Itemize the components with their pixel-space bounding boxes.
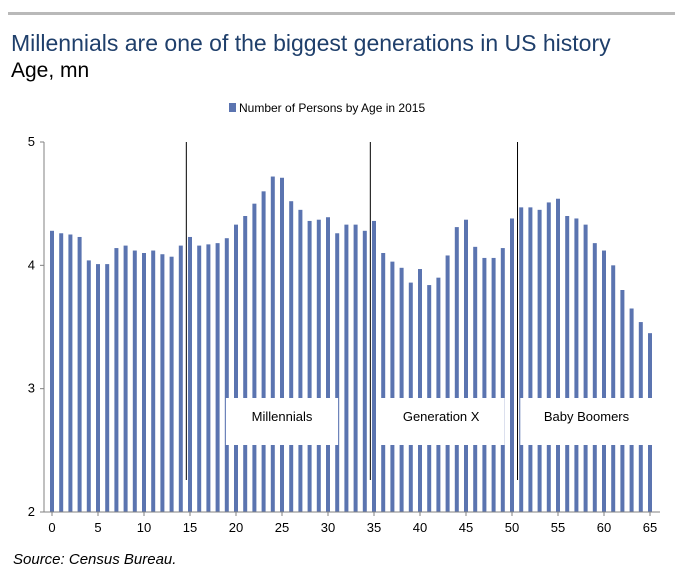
dividers-group <box>185 142 519 480</box>
bar <box>537 209 542 513</box>
annotation-box <box>225 398 339 445</box>
bar <box>335 233 340 512</box>
bar <box>546 202 551 512</box>
annotation-label: Baby Boomers <box>544 409 630 424</box>
bar <box>68 234 73 512</box>
chart-subtitle: Age, mn <box>11 59 90 82</box>
bar <box>132 250 137 513</box>
y-tick-label: 3 <box>28 381 35 396</box>
bar <box>105 264 110 512</box>
bar <box>464 219 468 512</box>
x-tick-label: 60 <box>597 520 611 535</box>
bar <box>142 253 146 512</box>
bar <box>252 203 257 512</box>
top-rule <box>8 12 675 15</box>
x-tick-label: 45 <box>459 520 473 535</box>
bar <box>243 216 248 512</box>
bar <box>261 191 266 513</box>
x-tick-label: 10 <box>137 520 151 535</box>
legend: Number of Persons by Age in 2015 <box>229 101 425 115</box>
bar <box>160 254 165 512</box>
bar <box>215 243 220 512</box>
annotation-label: Millennials <box>252 409 313 424</box>
legend-label: Number of Persons by Age in 2015 <box>239 101 425 115</box>
legend-swatch <box>229 103 236 112</box>
bar <box>123 245 128 512</box>
bar <box>519 207 524 512</box>
bar <box>381 253 386 512</box>
bar <box>491 257 496 512</box>
bar <box>418 269 422 512</box>
bar <box>316 219 321 512</box>
bars-group <box>50 176 652 513</box>
x-tick-label: 65 <box>643 520 657 535</box>
x-tick-label: 0 <box>48 520 55 535</box>
bar <box>602 250 606 513</box>
bar <box>114 248 119 513</box>
bar <box>151 250 156 513</box>
annotation-box <box>377 398 505 445</box>
x-tick-label: 40 <box>413 520 427 535</box>
bar <box>390 261 395 512</box>
bar <box>307 220 312 512</box>
bar <box>86 260 91 512</box>
chart-title: Millennials are one of the biggest gener… <box>11 30 611 56</box>
bar <box>234 224 238 512</box>
x-tick-label: 25 <box>275 520 289 535</box>
bar <box>298 209 303 513</box>
y-tick-label: 5 <box>28 134 35 149</box>
bar <box>59 233 64 512</box>
bar <box>510 218 514 512</box>
bar <box>50 230 54 513</box>
source-note: Source: Census Bureau. <box>13 551 177 568</box>
bar <box>206 244 211 512</box>
bar <box>353 224 358 512</box>
bar <box>224 238 229 512</box>
bar <box>178 245 183 512</box>
bar <box>188 236 192 512</box>
bar <box>528 207 533 512</box>
bar <box>565 216 570 512</box>
bar <box>574 218 579 512</box>
bar <box>169 256 174 512</box>
bar <box>500 248 505 513</box>
y-tick-label: 4 <box>28 257 35 272</box>
bar <box>399 267 404 512</box>
x-tick-label: 20 <box>229 520 243 535</box>
x-tick-label: 55 <box>551 520 565 535</box>
bar <box>473 246 478 513</box>
annotation-box <box>520 398 653 445</box>
bar <box>344 224 349 512</box>
bar <box>326 217 330 512</box>
bar <box>436 277 441 512</box>
bar <box>611 265 616 512</box>
bar <box>96 264 100 512</box>
bar <box>270 176 275 513</box>
bar <box>408 282 413 512</box>
bar <box>280 177 284 512</box>
bar <box>482 257 487 512</box>
y-tick-label: 2 <box>28 504 35 519</box>
annotation-label: Generation X <box>403 409 480 424</box>
x-tick-label: 30 <box>321 520 335 535</box>
bar <box>77 236 82 512</box>
bar <box>372 220 376 512</box>
bar <box>289 201 294 512</box>
x-tick-label: 50 <box>505 520 519 535</box>
bar <box>197 245 202 512</box>
bar <box>362 230 367 513</box>
x-tick-label: 15 <box>183 520 197 535</box>
x-tick-label: 35 <box>367 520 381 535</box>
bar <box>445 255 450 512</box>
bar <box>592 243 597 512</box>
bar <box>454 227 459 512</box>
bar <box>556 198 560 512</box>
x-tick-label: 5 <box>94 520 101 535</box>
chart: Millennials Generation X Baby Boomers 2345… <box>28 101 660 535</box>
annotations-group: Millennials Generation X Baby Boomers <box>225 398 653 445</box>
bar <box>583 224 588 512</box>
